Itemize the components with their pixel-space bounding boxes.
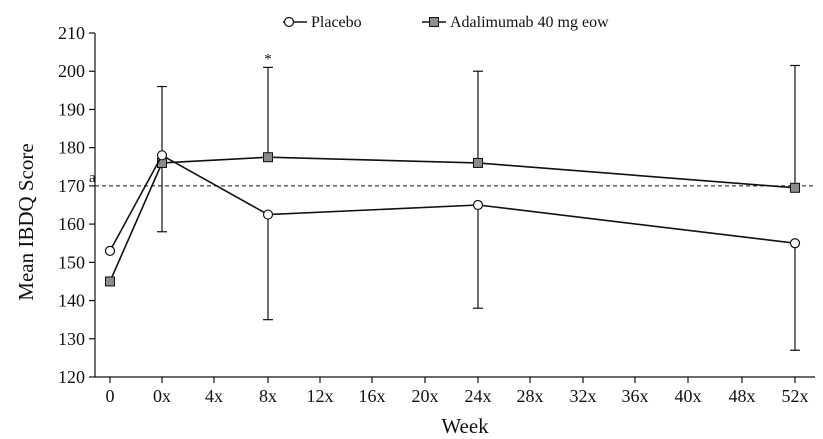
point-0x [156, 150, 168, 161]
plot-area: * [104, 51, 801, 351]
legend-item-adalimumab-40-mg-eow: Adalimumab 40 mg eow [422, 14, 609, 31]
point-24x [473, 157, 483, 168]
series-placebo [104, 85, 801, 351]
series-line [109, 154, 796, 252]
x-tick-label-48x: 48x [729, 386, 756, 406]
legend-label: Placebo [311, 14, 362, 31]
legend-item-placebo: Placebo [283, 14, 362, 31]
legend-marker [283, 16, 295, 28]
series-adalimumab-40-mg-eow: * [105, 51, 800, 287]
series-line [109, 156, 796, 282]
reference-line-label: a [89, 170, 96, 186]
x-tick-label-40x: 40x [675, 386, 702, 406]
y-tick-label-120: 120 [58, 367, 85, 387]
x-tick-label-20x: 20x [412, 386, 439, 406]
x-tick-label-32x: 32x [570, 386, 597, 406]
point-0 [104, 245, 116, 256]
point-24x [472, 199, 484, 211]
y-tick-label-160: 160 [58, 214, 85, 234]
x-tick-label-24x: 24x [465, 386, 492, 406]
significance-marker-8x: * [264, 51, 272, 67]
point-0 [105, 276, 115, 287]
y-tick-label-140: 140 [58, 291, 85, 311]
legend-label: Adalimumab 40 mg eow [450, 14, 609, 31]
point-8x [263, 152, 273, 163]
x-tick-label-36x: 36x [622, 386, 649, 406]
x-tick-label-28x: 28x [517, 386, 544, 406]
y-tick-label-170: 170 [58, 176, 85, 196]
y-tick-label-130: 130 [58, 329, 85, 349]
x-tick-label-16x: 16x [359, 386, 386, 406]
y-tick-label-190: 190 [58, 99, 85, 119]
axes: 120 130 140 150 160 170 180 190 200 210 0 0x 4x 8x 12x… [58, 23, 815, 406]
point-8x [262, 209, 274, 220]
y-tick-label-180: 180 [58, 138, 85, 158]
x-tick-label-4x: 4x [205, 386, 223, 406]
x-tick-label-12x: 12x [307, 386, 334, 406]
legend: Placebo Adalimumab 40 mg eow [283, 14, 609, 31]
x-tick-label-0: 0 [106, 386, 115, 406]
y-tick-label-200: 200 [58, 61, 85, 81]
x-tick-label-0x: 0x [153, 386, 171, 406]
legend-marker [429, 17, 439, 27]
y-axis-title: Mean IBDQ Score [14, 143, 38, 300]
point-52x [790, 182, 800, 193]
x-axis-title: Week [441, 414, 489, 438]
point-52x [789, 238, 801, 249]
x-tick-label-52x: 52x [782, 386, 809, 406]
y-tick-label-150: 150 [58, 252, 85, 272]
x-tick-label-8x: 8x [259, 386, 277, 406]
reference-line-group: a [89, 170, 815, 187]
y-tick-label-210: 210 [58, 23, 85, 43]
